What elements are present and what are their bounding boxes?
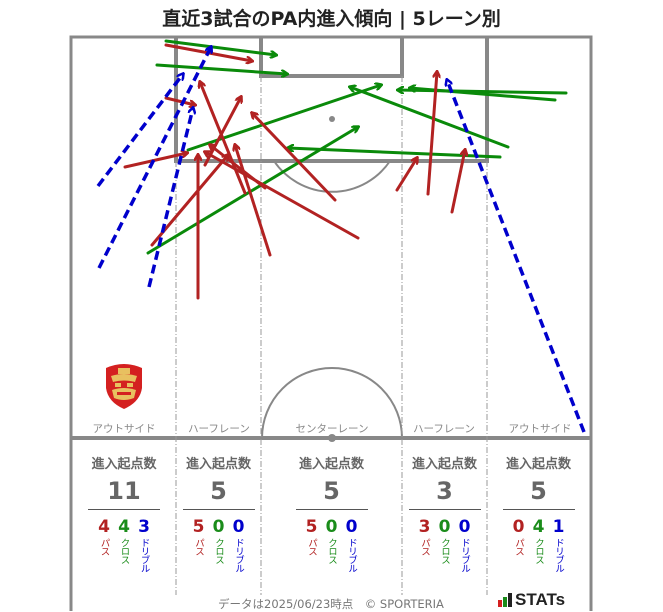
dribble-label: ドリブル: [346, 538, 357, 572]
stat-title: 進入起点数: [505, 457, 571, 472]
center-spot: [328, 434, 336, 442]
center-circle: [261, 367, 403, 439]
dribble-label: ドリブル: [138, 538, 150, 572]
penalty-arc: [273, 160, 391, 193]
stat-total: 3: [436, 477, 453, 505]
stat-total: 5: [323, 477, 340, 505]
stat-total: 5: [530, 477, 547, 505]
pitch-frame: [69, 35, 593, 611]
dribble-arrows: [96, 47, 586, 433]
lane-label-right-halfspace: ハーフレーン: [413, 423, 475, 435]
pass-label: パス: [513, 538, 524, 555]
divider: [295, 509, 368, 510]
cross-count: 0: [212, 517, 225, 537]
dribble-count: 0: [345, 517, 358, 537]
lane-dividers: [175, 76, 488, 595]
divider: [88, 509, 160, 510]
stat-title: 進入起点数: [298, 457, 364, 472]
pass-label: パス: [98, 538, 110, 555]
pass-count: 3: [418, 517, 431, 537]
divider: [502, 509, 575, 510]
lane-label-right-outside: アウトサイド: [509, 423, 572, 435]
brand-logo: STATs: [498, 590, 565, 610]
lane-stats-center: 進入起点数 5 5 パス 0 クロス 0 ドリブル: [262, 440, 401, 590]
stat-total: 11: [107, 477, 141, 505]
lane-stats-left-halfspace: 進入起点数 5 5 パス 0 クロス 0 ドリブル: [177, 440, 260, 590]
cross-count: 0: [325, 517, 338, 537]
pass-count: 0: [512, 517, 525, 537]
goal-area: [259, 37, 404, 78]
stat-title: 進入起点数: [185, 457, 251, 472]
page-title: 直近3試合のPA内進入傾向 | 5レーン別: [162, 8, 501, 30]
dribble-label: ドリブル: [459, 538, 470, 572]
pass-label: パス: [306, 538, 317, 555]
divider: [182, 509, 255, 510]
cross-label: クロス: [326, 538, 337, 564]
dribble-label: ドリブル: [553, 538, 564, 572]
lane-label-left-outside: アウトサイド: [93, 423, 156, 435]
dribble-count: 0: [458, 517, 471, 537]
cross-label: クロス: [118, 538, 130, 564]
cross-label: クロス: [439, 538, 450, 564]
divider: [408, 509, 481, 510]
lane-stats-right-outside: 進入起点数 5 0 パス 4 クロス 1 ドリブル: [488, 440, 589, 590]
cross-count: 4: [532, 517, 545, 537]
cross-count: 4: [118, 517, 130, 537]
pass-count: 5: [192, 517, 205, 537]
lane-stats-left-outside: 進入起点数 11 4 パス 4 クロス 3 ドリブル: [74, 440, 174, 590]
team-crest-icon: [106, 364, 142, 409]
dribble-label: ドリブル: [233, 538, 244, 572]
pass-label: パス: [193, 538, 204, 555]
data-note: データは2025/06/23時点 © SPORTERIA: [218, 597, 444, 611]
cross-count: 0: [438, 517, 451, 537]
dribble-count: 0: [232, 517, 245, 537]
stat-title: 進入起点数: [411, 457, 477, 472]
pass-label: パス: [419, 538, 430, 555]
pass-count: 5: [305, 517, 318, 537]
dribble-count: 1: [552, 517, 565, 537]
stat-total: 5: [210, 477, 227, 505]
brand-name: STATs: [515, 590, 566, 609]
penalty-spot: [329, 116, 335, 122]
bar-chart-icon: [498, 593, 512, 607]
cross-label: クロス: [213, 538, 224, 564]
pass-count: 4: [98, 517, 110, 537]
stat-title: 進入起点数: [91, 457, 157, 472]
lane-stats-right-halfspace: 進入起点数 3 3 パス 0 クロス 0 ドリブル: [403, 440, 486, 590]
dribble-count: 3: [138, 517, 150, 537]
lane-label-center: センターレーン: [296, 423, 369, 435]
lane-label-left-halfspace: ハーフレーン: [188, 423, 250, 435]
cross-label: クロス: [533, 538, 544, 564]
